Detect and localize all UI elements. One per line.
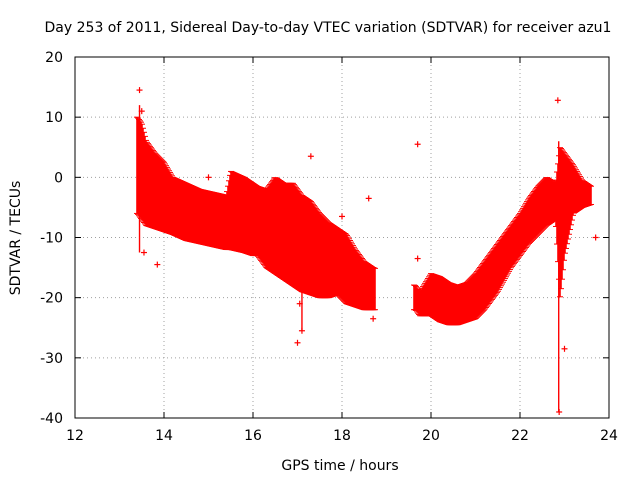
- x-tick-label: 16: [244, 428, 262, 444]
- y-tick-label: -40: [40, 411, 63, 427]
- y-tick-label: -10: [40, 231, 63, 247]
- x-axis-label: GPS time / hours: [281, 458, 398, 474]
- x-tick-label: 18: [333, 428, 351, 444]
- y-axis-label: SDTVAR / TECUs: [8, 181, 24, 296]
- y-tick-label: 20: [45, 50, 63, 66]
- x-tick-label: 12: [66, 428, 84, 444]
- plot-area: [134, 87, 599, 415]
- y-tick-label: -20: [40, 291, 63, 307]
- x-tick-label: 14: [155, 428, 173, 444]
- y-tick-label: 10: [45, 110, 63, 126]
- x-tick-label: 24: [600, 428, 618, 444]
- y-tick-label: 0: [54, 170, 63, 186]
- y-tick-label: -30: [40, 351, 63, 367]
- x-tick-label: 22: [511, 428, 529, 444]
- plot-border: [74, 56, 610, 419]
- x-tick-label: 20: [422, 428, 440, 444]
- axis-ticks: 12 14 16 18 20 22 24 20 10 0 -10 -20 -30 -40: [40, 50, 618, 444]
- chart-title: Day 253 of 2011, Sidereal Day-to-day VTE…: [45, 20, 612, 36]
